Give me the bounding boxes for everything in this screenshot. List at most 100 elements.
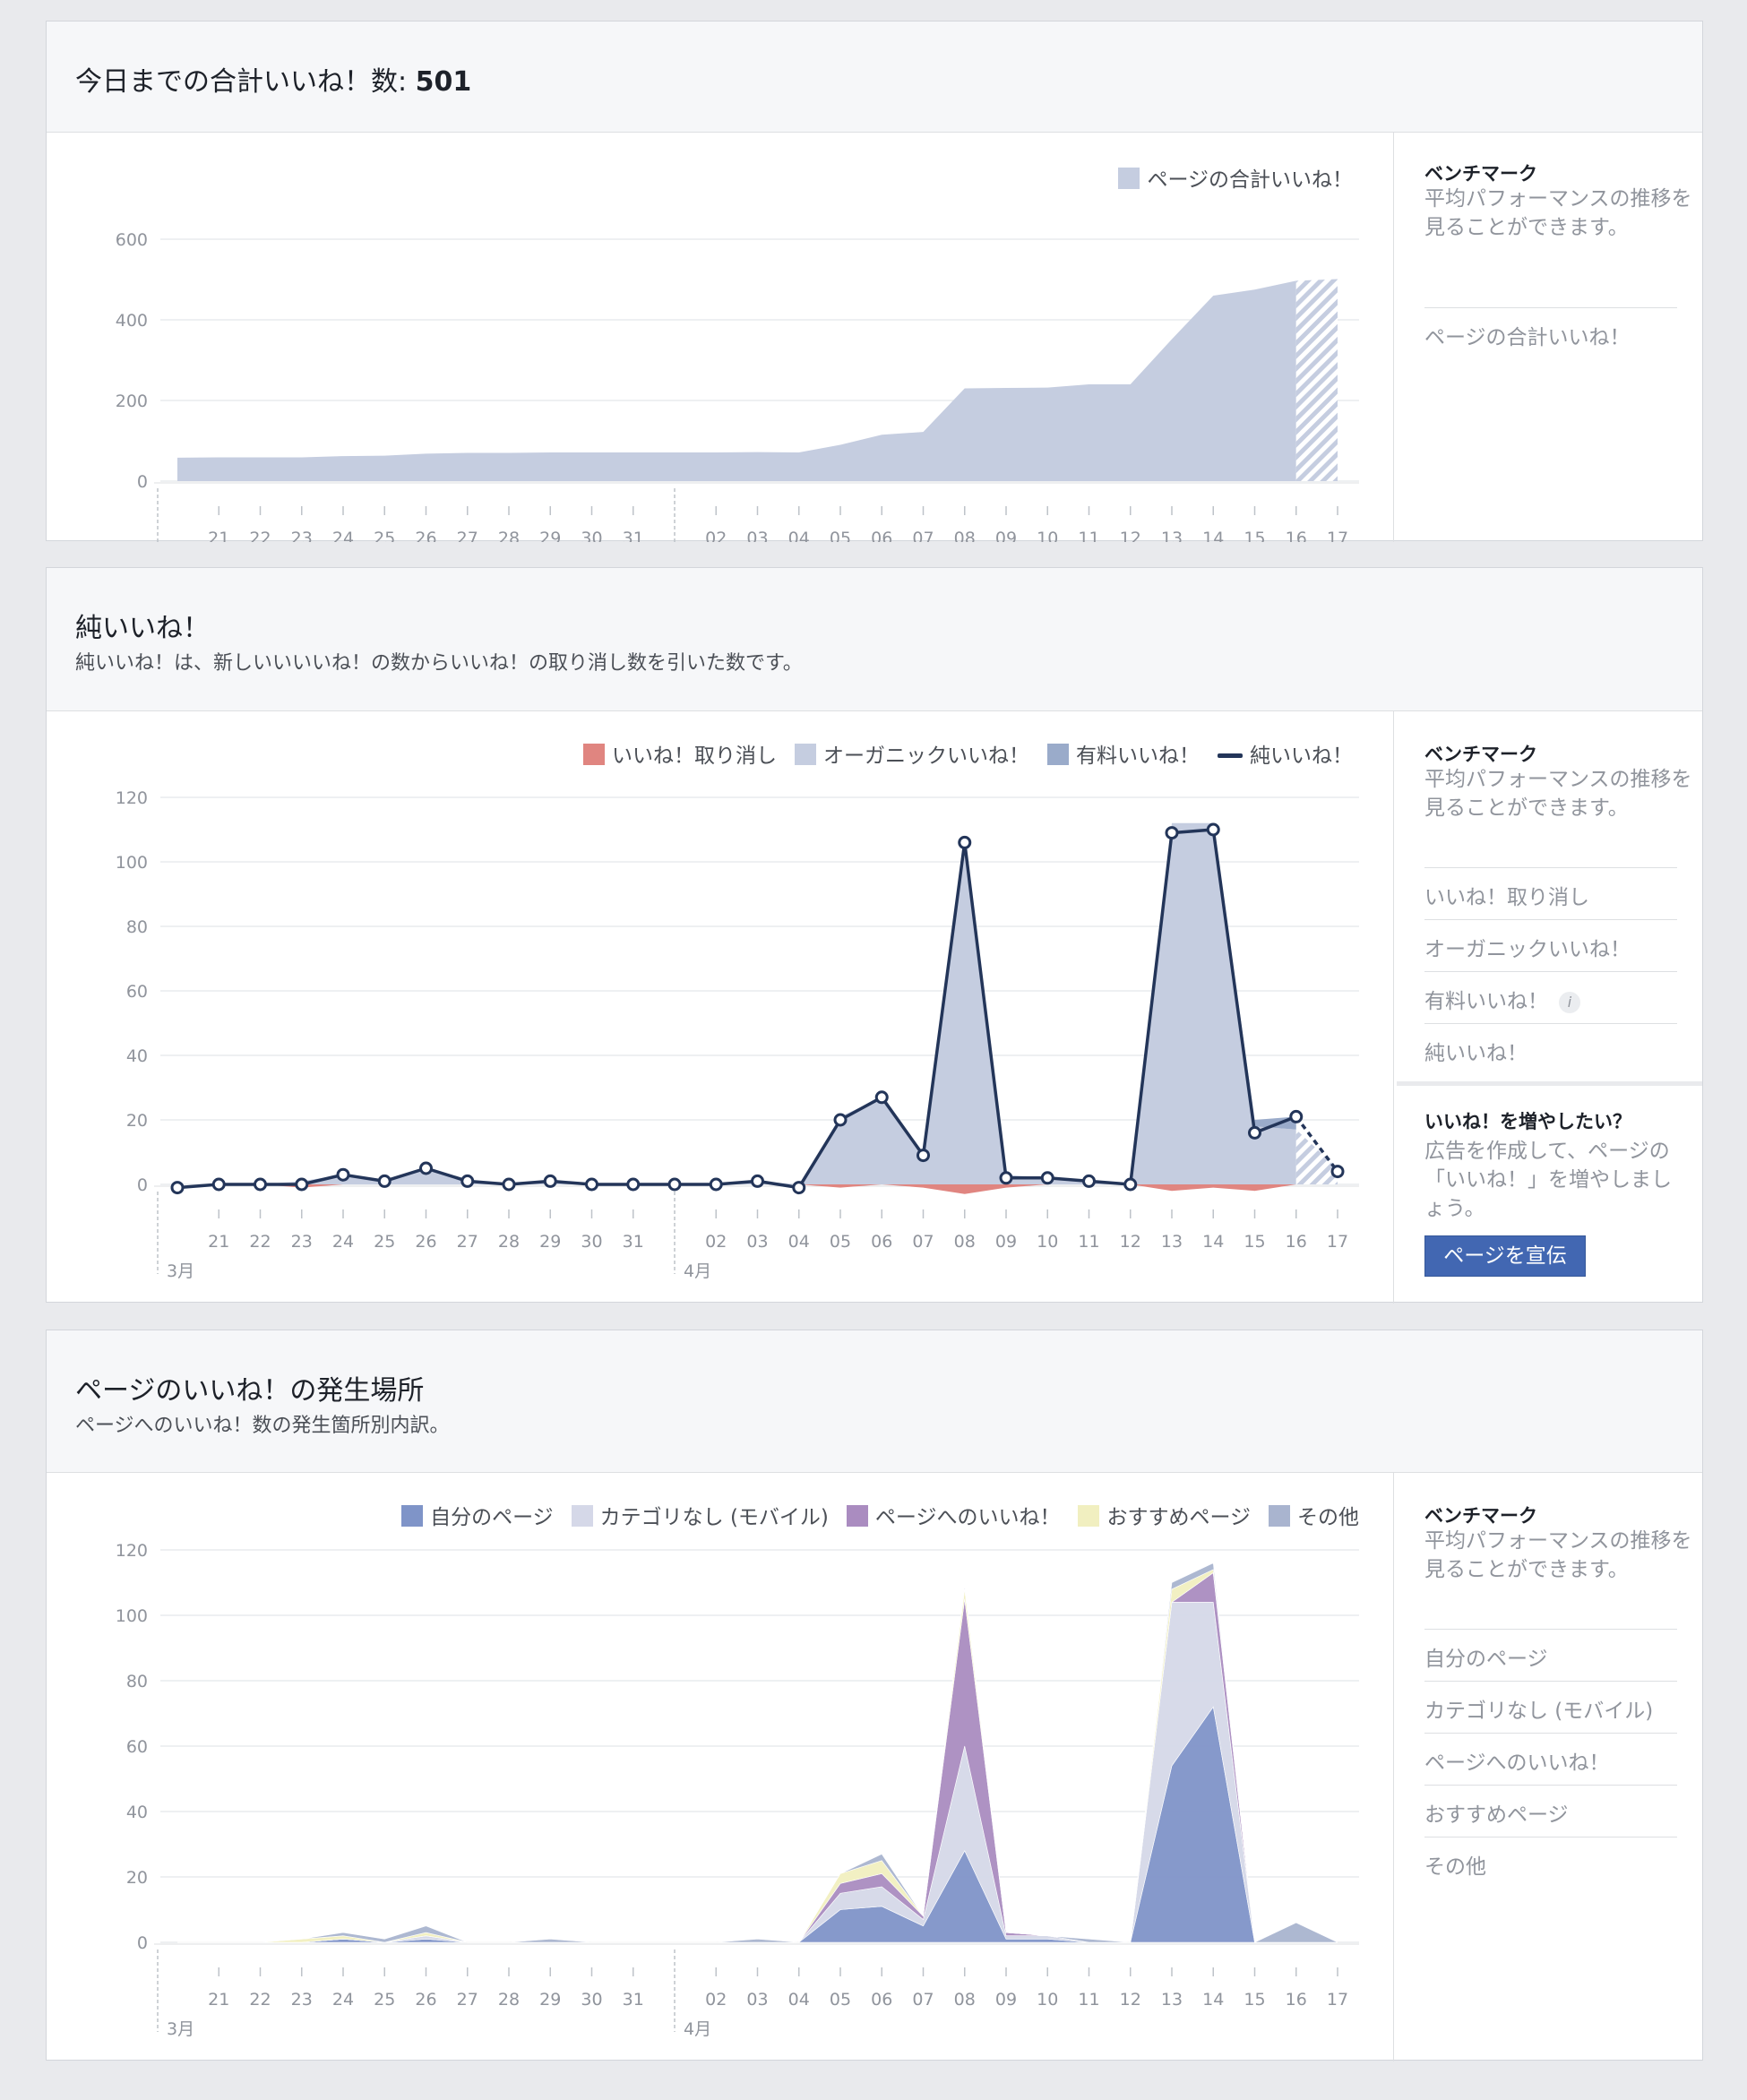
benchmark-item-page-likes[interactable]: ページへのいいね！	[1424, 1733, 1677, 1785]
net-likes-point	[751, 1174, 764, 1188]
legend-color-swatch	[1047, 744, 1069, 765]
x-tick-label: 22	[249, 1232, 271, 1252]
y-tick-label: 40	[126, 1046, 148, 1066]
x-tick-label: 10	[1037, 529, 1058, 542]
x-tick-label: 25	[374, 1990, 395, 2010]
x-tick-label: 30	[581, 1232, 602, 1252]
x-tick-label: 21	[208, 1990, 229, 2010]
net-likes-point	[170, 1181, 185, 1195]
y-tick-label: 0	[137, 1933, 148, 1953]
x-tick-label: 21	[208, 1232, 229, 1252]
legend-item[interactable]: その他	[1269, 1500, 1359, 1530]
net-likes-point	[585, 1177, 598, 1192]
legend-color-swatch	[1078, 1505, 1100, 1527]
like-sources-chart[interactable]: 0 20 40 60 80 100 120 21 22 23 24 25 26 27 28 29 30 31 02 0…	[47, 1473, 1393, 2061]
x-tick-label: 06	[871, 1232, 892, 1252]
partial-day-area	[1295, 279, 1338, 481]
legend-label: ページの合計いいね！	[1147, 168, 1353, 192]
legend-item[interactable]: ページの合計いいね！	[1118, 162, 1353, 193]
y-tick-label: 60	[126, 982, 148, 1002]
total-likes-count: 501	[415, 66, 472, 98]
x-tick-label: 11	[1078, 1990, 1099, 2010]
x-tick-label: 05	[830, 1232, 851, 1252]
benchmark-item-unlikes[interactable]: いいね！取り消し	[1424, 867, 1677, 919]
x-tick-label: 27	[457, 1232, 478, 1252]
legend-label: ページへのいいね！	[874, 1506, 1061, 1529]
x-tick-label: 24	[332, 1232, 354, 1252]
legend-item[interactable]: 純いいね！	[1218, 738, 1353, 769]
legend-item[interactable]: オーガニックいいね！	[795, 738, 1029, 769]
x-tick-label: 05	[830, 529, 851, 542]
paid-likes-label: 有料いいね！	[1424, 990, 1548, 1013]
benchmark-desc: 平均パフォーマンスの推移を見ることができます。	[1424, 187, 1692, 239]
net-likes-point	[1330, 1165, 1345, 1179]
x-tick-label: 02	[705, 1232, 727, 1252]
month-label: 3月	[167, 2019, 194, 2039]
month-label: 4月	[684, 2019, 711, 2039]
x-tick-label: 29	[539, 529, 561, 542]
x-tick-label: 28	[498, 529, 520, 542]
paid-likes-area	[177, 822, 1296, 1184]
legend-item[interactable]: おすすめページ	[1078, 1500, 1251, 1530]
x-tick-label: 04	[788, 529, 810, 542]
legend-label: 有料いいね！	[1076, 744, 1200, 768]
x-tick-label: 12	[1120, 1990, 1141, 2010]
benchmark-desc: 平均パフォーマンスの推移を見ることができます。	[1424, 1529, 1692, 1581]
y-tick-label: 60	[126, 1737, 148, 1757]
legend-line-swatch	[1218, 753, 1243, 758]
legend-label: いいね！取り消し	[612, 744, 777, 768]
promote-page-button[interactable]: ページを宣伝	[1424, 1235, 1586, 1277]
legend-item[interactable]: 有料いいね！	[1047, 738, 1200, 769]
x-tick-label: 13	[1161, 529, 1183, 542]
legend-color-swatch	[795, 744, 816, 765]
panel-title: 純いいね！	[75, 613, 210, 644]
x-tick-label: 13	[1161, 1990, 1183, 2010]
x-tick-label: 25	[374, 529, 395, 542]
benchmark-title: ベンチマーク	[1424, 1505, 1537, 1527]
net-likes-point	[377, 1174, 392, 1188]
y-tick-label: 20	[126, 1111, 148, 1131]
net-likes-point	[999, 1171, 1013, 1185]
net-likes-point	[709, 1177, 723, 1192]
benchmark-item-other[interactable]: その他	[1424, 1837, 1677, 1889]
benchmark-sidebar: ベンチマーク 平均パフォーマンスの推移を見ることができます。 自分のページ カテ…	[1393, 1473, 1702, 2061]
x-tick-label: 15	[1244, 529, 1265, 542]
benchmark-item-paid-likes[interactable]: 有料いいね！ i	[1424, 971, 1677, 1023]
x-tick-label: 26	[415, 529, 436, 542]
total-likes-panel: 今日までの合計いいね！数: 501 ページの合計いいね！ 0 200 400 600 2…	[46, 21, 1703, 578]
net-likes-chart[interactable]: 0 20 40 60 80 100 120 21 22 23 24 25 26 27 28 29 30 31 02 0…	[47, 711, 1393, 1304]
x-tick-label: 16	[1286, 529, 1307, 542]
info-icon[interactable]: i	[1559, 991, 1580, 1013]
legend-item[interactable]: カテゴリなし (モバイル)	[571, 1500, 829, 1530]
benchmark-item-organic-likes[interactable]: オーガニックいいね！	[1424, 919, 1677, 971]
benchmark-item-own-page[interactable]: 自分のページ	[1424, 1629, 1677, 1681]
benchmark-title: ベンチマーク	[1424, 163, 1537, 185]
x-tick-label: 14	[1202, 1990, 1224, 2010]
x-tick-label: 30	[581, 529, 602, 542]
net-likes-point	[626, 1177, 641, 1192]
total-likes-chart[interactable]: 0 200 400 600 21 22 23 24 25 26 27 28 29 30 31 02 03 04 05…	[47, 133, 1393, 578]
x-tick-label: 03	[746, 1232, 768, 1252]
x-tick-label: 07	[912, 1990, 934, 2010]
x-tick-label: 31	[623, 1990, 644, 2010]
legend-label: オーガニックいいね！	[823, 744, 1029, 768]
benchmark-title: ベンチマーク	[1424, 744, 1537, 765]
net-likes-point	[1206, 822, 1220, 837]
legend-item[interactable]: いいね！取り消し	[583, 738, 777, 769]
benchmark-item-net-likes[interactable]: 純いいね！	[1424, 1023, 1677, 1075]
net-likes-point	[1289, 1109, 1304, 1123]
benchmark-item-total-likes[interactable]: ページの合計いいね！	[1424, 307, 1677, 359]
panel-subtitle: ページへのいいね！数の発生箇所別内訳。	[75, 1415, 450, 1437]
benchmark-item-suggested-pages[interactable]: おすすめページ	[1424, 1785, 1677, 1837]
x-tick-label: 09	[995, 1232, 1017, 1252]
net-likes-point	[833, 1113, 848, 1127]
y-tick-label: 0	[137, 1175, 148, 1195]
net-likes-point	[543, 1174, 557, 1188]
legend-item[interactable]: ページへのいいね！	[846, 1500, 1061, 1530]
x-tick-label: 26	[415, 1990, 436, 2010]
benchmark-item-uncategorized-mobile[interactable]: カテゴリなし (モバイル)	[1424, 1681, 1677, 1733]
promo-desc: 広告を作成して、ページの「いいね！」を増やしましょう。	[1424, 1140, 1672, 1220]
legend-item[interactable]: 自分のページ	[401, 1500, 554, 1530]
net-likes-point	[502, 1177, 516, 1192]
promo-title: いいね！を増やしたい？	[1424, 1111, 1631, 1132]
